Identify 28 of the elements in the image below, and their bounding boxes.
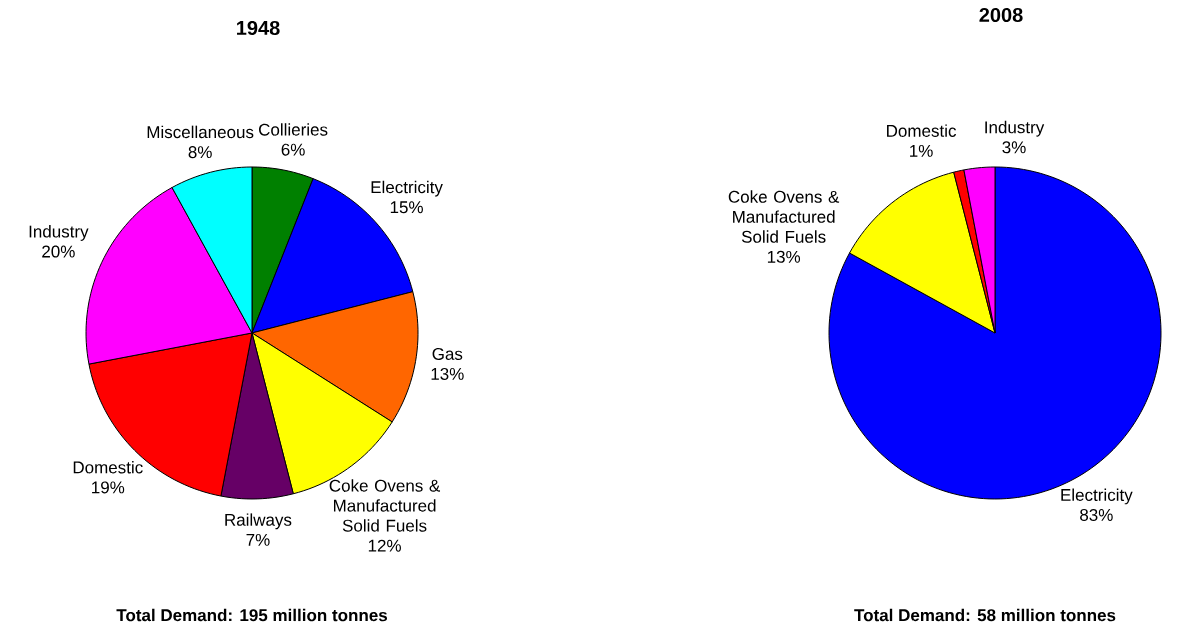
chart-title: 2008 xyxy=(979,7,1023,23)
slice-label: Domestic xyxy=(73,460,143,474)
text: Total Demand: 195 million tonnes xyxy=(116,608,388,622)
slice-label: Electricity xyxy=(371,180,443,197)
data-label: 13% xyxy=(431,367,464,380)
data-label: 8% xyxy=(188,146,212,159)
data-label: 6% xyxy=(281,143,305,156)
slice-label: Coke Ovens & Manufactured Solid Fuels xyxy=(728,190,840,243)
slice-label: Domestic xyxy=(887,124,957,137)
data-label: 19% xyxy=(92,481,125,494)
data-label: 1% xyxy=(910,144,933,157)
slice-label: Gas xyxy=(432,347,463,360)
data-label: 13% xyxy=(767,250,801,263)
data-label: 7% xyxy=(246,533,270,546)
text: Total Demand: 58 million tonnes xyxy=(854,608,1116,622)
data-label: 83% xyxy=(1080,508,1113,521)
slice-label: Industry xyxy=(985,120,1045,137)
data-label: 3% xyxy=(1002,141,1026,154)
slice-label: Industry xyxy=(29,225,89,241)
data-label: 20% xyxy=(42,245,75,258)
data-label: 12% xyxy=(368,539,401,552)
data-label: 15% xyxy=(390,201,423,214)
slice-label: Miscellaneous xyxy=(147,125,254,139)
slice-label: Railways xyxy=(225,513,292,530)
slice-label: Coke Ovens & Manufactured Solid Fuels xyxy=(329,479,441,532)
slice-label: Electricity xyxy=(1061,488,1133,505)
slice-label: Collieries xyxy=(259,123,328,136)
chart-title: 1948 xyxy=(237,20,280,36)
